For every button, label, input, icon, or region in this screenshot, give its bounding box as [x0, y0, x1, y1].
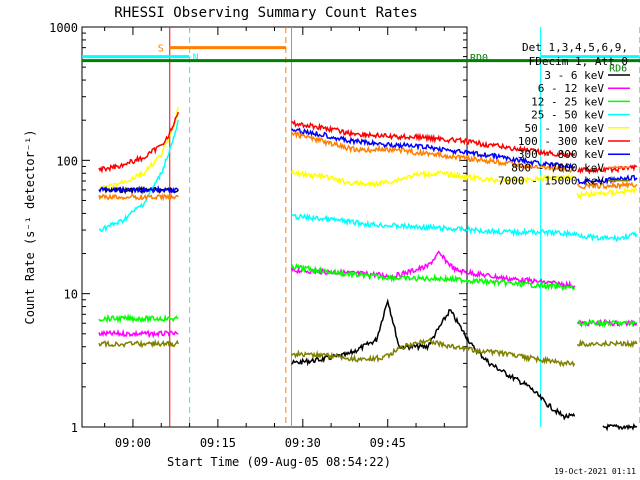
series-line [98, 313, 179, 324]
series-8 [98, 131, 638, 202]
series-line [290, 131, 576, 174]
y-axis-label: Count Rate (s⁻¹ detector⁻¹) [23, 129, 37, 324]
x-tick-label: 09:00 [115, 436, 151, 450]
chart-title: RHESSI Observing Summary Count Rates [114, 5, 417, 21]
series-line [290, 169, 575, 188]
legend-label: 3 - 6 keV [544, 69, 604, 82]
series-line [290, 250, 576, 290]
series-line [602, 422, 638, 432]
series-line [98, 328, 179, 339]
series-line [98, 119, 180, 233]
plot-area [81, 26, 468, 428]
x-axis: 09:00 09:15 09:30 09:45 [104, 27, 445, 450]
series-7 [98, 127, 638, 194]
x-axis-label: Start Time (09-Aug-05 08:54:22) [167, 455, 391, 469]
annotation-bar-label: N [193, 53, 199, 64]
legend-label: 6 - 12 keV [538, 82, 605, 95]
series-line [576, 174, 638, 186]
series-line [576, 180, 638, 190]
series-line [290, 262, 576, 291]
series-line [290, 119, 575, 158]
x-tick-label: 09:45 [370, 436, 406, 450]
series-line [98, 338, 179, 349]
footer-date: 19-Oct-2021 01:11 [554, 467, 636, 476]
annotation-bar-label: S [158, 44, 164, 55]
legend-label: 100 - 300 keV [518, 135, 604, 148]
series-line [290, 127, 576, 171]
series-line [291, 298, 576, 421]
legend-label: 25 - 50 keV [531, 109, 604, 122]
plot-frame [81, 26, 468, 428]
series-lines [98, 107, 638, 432]
y-axis: 1 10 100 1000 [49, 21, 467, 435]
y-tick-label: 1000 [49, 21, 78, 35]
legend-label: 7000 - 15000 keV [498, 175, 604, 188]
y-tick-label: 10 [64, 288, 78, 302]
series-line [576, 318, 638, 329]
legend-label: 12 - 25 keV [531, 95, 604, 108]
series-4 [98, 119, 638, 243]
series-line [98, 111, 180, 174]
x-tick-label: 09:30 [285, 436, 321, 450]
series-9 [98, 337, 638, 368]
series-5 [98, 107, 638, 200]
series-line [98, 192, 179, 202]
annotation-bars: S N RD6 [82, 44, 640, 75]
legend-header-2: FDecim 1, Att 0 [529, 55, 628, 68]
series-line [576, 186, 638, 200]
legend-label: 50 - 100 keV [525, 122, 605, 135]
series-line [291, 212, 638, 243]
series-line [290, 337, 576, 368]
series-line [98, 185, 179, 194]
series-line [576, 338, 638, 349]
series-line [98, 107, 180, 192]
rd0-label: RD0 [470, 53, 488, 64]
legend-header-1: Det 1,3,4,5,6,9, [522, 41, 628, 54]
y-tick-label: 1 [71, 421, 78, 435]
series-2 [98, 250, 638, 339]
legend-label: 300 - 800 keV [518, 148, 604, 161]
x-tick-label: 09:15 [200, 436, 236, 450]
legend: Det 1,3,4,5,6,9, FDecim 1, Att 0 3 - 6 k… [498, 41, 630, 188]
legend-label: 800 - 7000 keV [511, 161, 604, 174]
annotation-bar-label: RD6 [609, 64, 627, 75]
series-3 [98, 262, 638, 329]
y-tick-label: 100 [56, 154, 78, 168]
